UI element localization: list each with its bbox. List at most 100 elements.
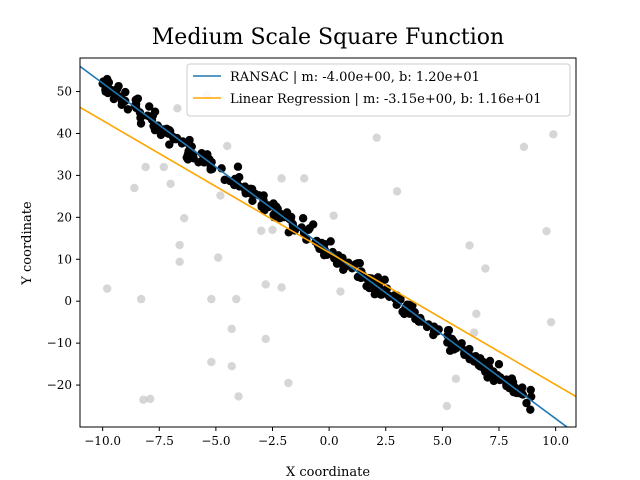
x-tick-label: 2.5 — [376, 434, 395, 448]
inlier-point — [135, 108, 145, 117]
inlier-point — [396, 294, 405, 303]
y-tick-label: 20 — [57, 210, 72, 224]
outlier-point — [261, 334, 270, 344]
inlier-point — [145, 102, 154, 111]
outlier-point — [102, 284, 112, 293]
inlier-point — [457, 339, 466, 348]
outlier-point — [130, 183, 139, 193]
legend-box — [186, 63, 571, 117]
inlier-point — [326, 237, 335, 246]
inlier-point — [121, 87, 130, 97]
outlier-point — [213, 253, 223, 262]
inlier-point — [189, 154, 198, 163]
x-axis-ticks: −10.0 −7.5 −5.0 −2.5 0.0 2.5 5.0 7.5 10.0 — [84, 427, 569, 448]
inlier-point — [104, 78, 114, 87]
outlier-point — [227, 324, 236, 334]
outlier-point — [227, 361, 236, 371]
outlier-point — [277, 283, 286, 292]
outlier-point — [549, 130, 558, 139]
x-tick-label: −2.5 — [258, 434, 287, 448]
inlier-point — [165, 126, 174, 135]
y-tick-label: −20 — [47, 378, 72, 392]
inlier-point — [502, 375, 511, 384]
y-tick-label: 30 — [57, 168, 72, 182]
inlier-point — [136, 119, 146, 128]
outlier-point — [223, 141, 232, 151]
x-tick-label: 0.0 — [320, 434, 339, 448]
inlier-point — [248, 196, 257, 206]
outlier-point — [300, 174, 309, 183]
inlier-point — [522, 398, 531, 408]
inlier-point — [298, 214, 308, 223]
y-tick-label: 0 — [64, 294, 72, 308]
inlier-point — [150, 107, 160, 116]
outlier-point — [469, 328, 479, 337]
inlier-point — [259, 191, 268, 200]
x-axis-label: X coordinate — [286, 465, 370, 480]
legend-label-linear-regression: Linear Regression | m: -3.15e+00, b: 1.1… — [230, 92, 542, 107]
outlier-point — [336, 287, 345, 296]
outlier-point — [546, 317, 556, 327]
inlier-point — [355, 259, 364, 268]
y-axis-label: Y coordinate — [20, 201, 35, 286]
inlier-point — [481, 364, 490, 373]
outlier-point — [146, 394, 155, 404]
legend: RANSAC | m: -4.00e+00, b: 1.20e+01 Linea… — [186, 63, 571, 117]
inlier-point — [149, 122, 159, 132]
inlier-point — [207, 164, 217, 174]
outlier-point — [234, 392, 243, 401]
inlier-point — [380, 275, 389, 284]
outlier-point — [472, 309, 481, 318]
inlier-point — [353, 272, 363, 282]
outlier-point — [451, 374, 461, 383]
inlier-point — [365, 283, 374, 293]
inlier-point — [339, 265, 348, 275]
outlier-point — [519, 142, 529, 152]
y-tick-label: 50 — [57, 85, 72, 99]
outlier-point — [232, 294, 241, 304]
inlier-point — [185, 135, 194, 145]
outlier-point — [216, 191, 225, 200]
outlier-point — [256, 226, 266, 235]
linear-regression-line — [80, 106, 576, 398]
outlier-point — [175, 257, 184, 266]
inlier-point — [285, 212, 295, 222]
inlier-point — [465, 344, 474, 354]
chart-title: Medium Scale Square Function — [152, 25, 504, 50]
y-axis-ticks: −20 −10 0 10 20 30 40 50 — [47, 85, 80, 392]
inlier-point — [233, 162, 243, 171]
outlier-point — [179, 213, 189, 223]
fit-lines — [80, 65, 576, 427]
plot-frame — [79, 57, 577, 428]
inlier-point — [257, 202, 266, 212]
inlier-point — [400, 309, 409, 319]
outlier-point — [442, 401, 452, 411]
inlier-point — [483, 373, 492, 382]
y-tick-label: −10 — [47, 336, 72, 350]
outlier-point — [392, 187, 402, 196]
x-tick-label: −5.0 — [201, 434, 230, 448]
inlier-point — [112, 84, 122, 94]
outlier-point — [159, 162, 168, 172]
inlier-point — [304, 225, 313, 235]
outlier-point — [173, 104, 182, 113]
outlier-point — [166, 179, 175, 188]
outlier-point — [372, 133, 381, 142]
outlier-point — [284, 378, 293, 388]
x-tick-label: 5.0 — [433, 434, 452, 448]
inlier-point — [526, 405, 535, 414]
outlier-point — [268, 225, 277, 235]
inlier-point — [494, 360, 504, 369]
outlier-point — [329, 211, 338, 220]
outlier-point — [139, 395, 148, 404]
inlier-point — [273, 204, 282, 214]
inlier-point — [429, 330, 438, 340]
outlier-point — [136, 294, 146, 304]
outlier-point — [207, 357, 216, 367]
x-tick-label: 10.0 — [542, 434, 569, 448]
y-tick-label: 40 — [57, 126, 72, 140]
x-tick-label: 7.5 — [489, 434, 508, 448]
outlier-points — [102, 90, 558, 411]
outlier-point — [481, 264, 490, 273]
